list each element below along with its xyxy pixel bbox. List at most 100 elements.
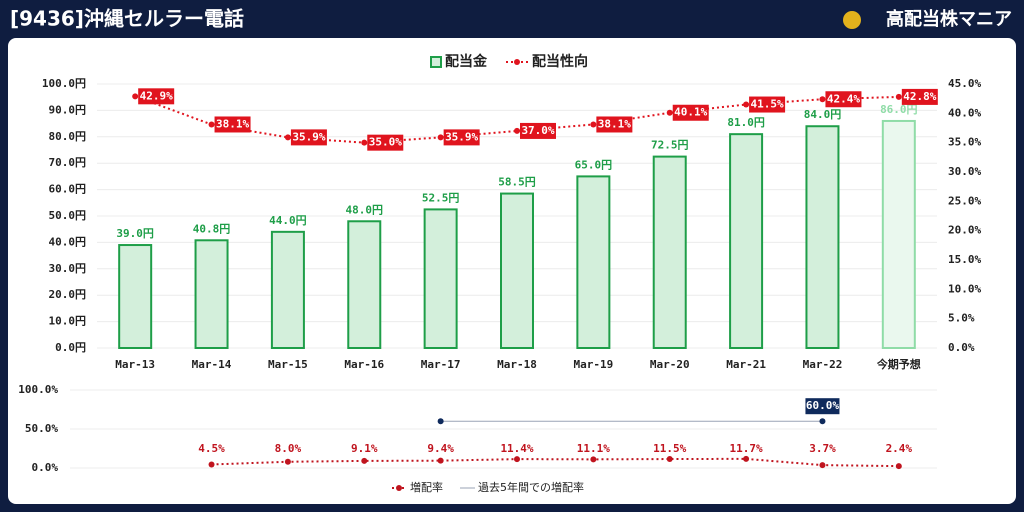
- payout-marker: [437, 134, 444, 141]
- marker: [437, 418, 444, 425]
- bar-value-label: 39.0円: [116, 227, 154, 240]
- payout-marker: [132, 93, 139, 100]
- x-tick-label: Mar-13: [115, 358, 155, 371]
- x-tick-label: Mar-14: [192, 358, 232, 371]
- marker: [361, 457, 368, 464]
- y-tick-label: 40.0円: [49, 235, 87, 248]
- payout-marker: [514, 127, 520, 134]
- brand: 高配当株マニア: [886, 8, 1012, 30]
- y-tick-label: 70.0円: [49, 156, 87, 169]
- growth-label: 8.0%: [275, 442, 302, 455]
- legend-swatch: [430, 56, 442, 68]
- y2-tick-label: 10.0%: [948, 282, 981, 295]
- payout-label-box: [367, 134, 404, 151]
- payout-label: 40.1%: [674, 106, 707, 119]
- y-tick-label: 100.0%: [18, 383, 58, 396]
- bar-value-label: 86.0円: [880, 103, 918, 116]
- marker: [819, 418, 826, 425]
- x-tick-label: Mar-19: [573, 358, 613, 371]
- payout-label-box: [214, 116, 251, 133]
- bar: [500, 192, 534, 349]
- y-tick-label: 10.0円: [49, 315, 87, 328]
- payout-marker: [743, 101, 750, 108]
- bar: [194, 239, 229, 349]
- payout-label: 35.0%: [369, 136, 402, 149]
- payout-label: 37.0%: [521, 124, 554, 137]
- legend-label: 配当性向: [532, 53, 588, 70]
- growth-label: 11.5%: [653, 442, 686, 455]
- growth-label: 11.7%: [730, 442, 763, 455]
- bar: [652, 155, 687, 349]
- y2-tick-label: 35.0%: [948, 136, 981, 149]
- y-tick-label: 50.0円: [49, 209, 87, 222]
- y-tick-label: 0.0円: [55, 341, 86, 354]
- legend-label: 増配率: [410, 480, 443, 494]
- payout-label: 42.8%: [903, 90, 936, 103]
- marker: [208, 461, 215, 468]
- growth-label: 2.4%: [886, 442, 913, 455]
- x-tick-label: Mar-21: [726, 358, 766, 371]
- legend-label: 過去5年間での増配率: [478, 480, 584, 494]
- growth-label: 11.4%: [500, 442, 533, 455]
- payout-label: 38.1%: [216, 117, 249, 130]
- marker: [819, 462, 826, 469]
- y2-tick-label: 40.0%: [948, 106, 981, 119]
- y-tick-label: 30.0円: [49, 262, 87, 275]
- payout-marker: [819, 96, 826, 103]
- marker: [284, 458, 291, 465]
- bar-value-label: 48.0円: [346, 203, 384, 216]
- marker: [743, 455, 750, 462]
- bar: [576, 175, 611, 349]
- growth-label: 3.7%: [809, 442, 836, 455]
- payout-label-box: [672, 104, 709, 121]
- payout-marker: [895, 93, 902, 100]
- payout-label-box: [290, 129, 327, 146]
- payout-label: 41.5%: [751, 98, 784, 111]
- bar: [270, 230, 305, 349]
- growth-label: 11.1%: [577, 442, 610, 455]
- x-tick-label: Mar-18: [497, 358, 537, 371]
- y-tick-label: 20.0円: [49, 288, 87, 301]
- marker: [666, 456, 673, 463]
- y2-tick-label: 0.0%: [948, 341, 975, 354]
- growth-label: 9.1%: [351, 442, 378, 455]
- payout-label: 42.4%: [827, 92, 860, 105]
- y2-tick-label: 20.0%: [948, 224, 981, 237]
- payout-label-box: [596, 116, 633, 133]
- y-tick-label: 50.0%: [25, 422, 58, 435]
- marker: [590, 456, 597, 463]
- payout-label-box: [825, 91, 862, 108]
- bar-value-label: 52.5円: [422, 191, 460, 204]
- payout-label-box: [520, 122, 556, 139]
- y2-tick-label: 5.0%: [948, 312, 975, 325]
- x-tick-label: Mar-17: [421, 358, 461, 371]
- page-title: [9436]沖縄セルラー電話: [10, 7, 244, 31]
- growth-label: 4.5%: [198, 442, 225, 455]
- bar-value-label: 58.5円: [498, 176, 536, 189]
- bar-value-label: 81.0円: [727, 116, 765, 129]
- payout-label: 38.1%: [598, 117, 631, 130]
- payout-label-box: [443, 129, 480, 146]
- payout-marker: [284, 134, 291, 141]
- bar-value-label: 72.5円: [651, 139, 689, 152]
- bar: [729, 133, 764, 349]
- x-tick-label: Mar-16: [344, 358, 384, 371]
- payout-label-box: [749, 96, 786, 113]
- y-tick-label: 80.0円: [49, 130, 87, 143]
- y-tick-label: 100.0円: [42, 77, 86, 90]
- x-tick-label: Mar-22: [803, 358, 843, 371]
- payout-label: 35.9%: [445, 130, 478, 143]
- y2-tick-label: 45.0%: [948, 77, 981, 90]
- five-year-label-box: [805, 398, 840, 415]
- y-tick-label: 90.0円: [49, 103, 87, 116]
- y-tick-label: 0.0%: [32, 461, 59, 474]
- bar: [347, 220, 382, 349]
- y2-tick-label: 30.0%: [948, 165, 981, 178]
- payout-label: 35.9%: [292, 130, 325, 143]
- x-tick-label: 今期予想: [876, 357, 921, 371]
- y2-tick-label: 15.0%: [948, 253, 981, 266]
- growth-label: 9.4%: [427, 442, 454, 455]
- bar: [881, 119, 916, 349]
